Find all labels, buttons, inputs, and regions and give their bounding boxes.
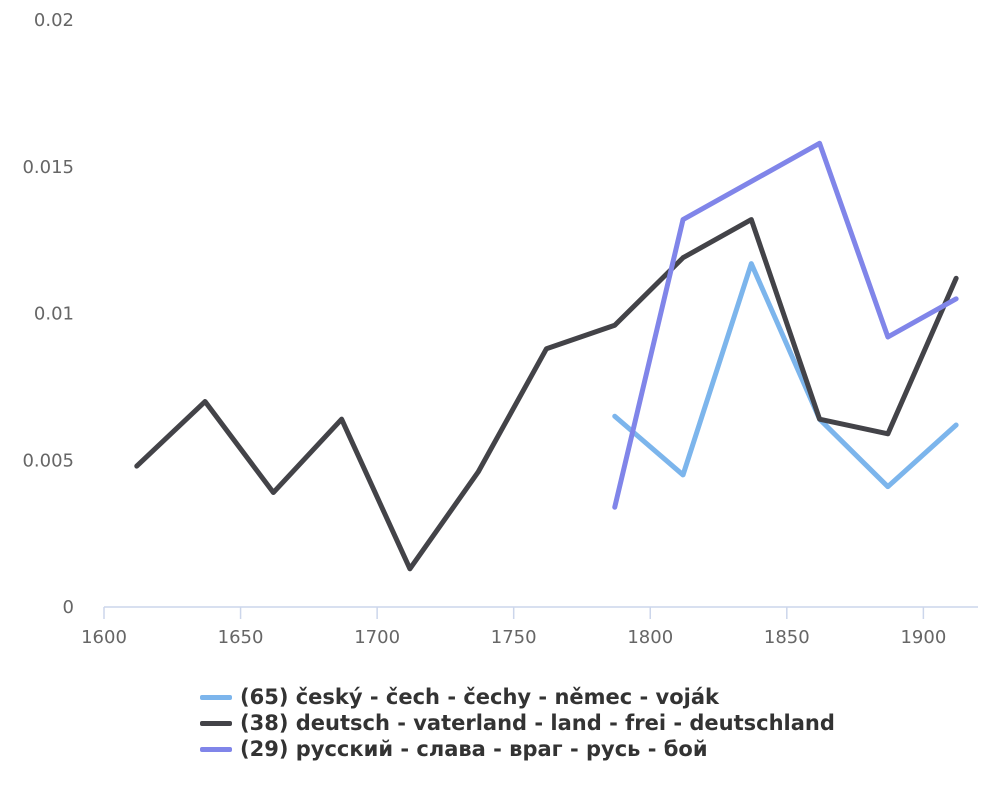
legend-item-russkiy[interactable]: (29) русский - слава - враг - русь - бой: [200, 736, 835, 762]
legend: (65) český - čech - čechy - němec - vojá…: [200, 684, 835, 762]
legend-swatch-cesky: [200, 694, 232, 700]
x-tick-label: 1700: [354, 627, 400, 648]
x-tick-label: 1800: [627, 627, 673, 648]
plot-area: [134, 140, 959, 572]
series-line-2[interactable]: [612, 140, 959, 510]
series-line-1[interactable]: [134, 217, 959, 572]
legend-swatch-russkiy: [200, 746, 232, 752]
legend-label-russkiy: (29) русский - слава - враг - русь - бой: [240, 737, 708, 761]
x-axis: 1600 1650 1700 1750 1800 1850 1900: [81, 606, 978, 648]
y-tick-label: 0.02: [34, 10, 74, 31]
x-tick-label: 1750: [491, 627, 537, 648]
y-tick-label: 0.015: [22, 157, 74, 178]
x-tick-label: 1650: [218, 627, 264, 648]
legend-swatch-deutsch: [200, 720, 232, 726]
y-tick-label: 0.01: [34, 304, 74, 325]
x-tick-label: 1850: [764, 627, 810, 648]
y-axis: 0 0.005 0.01 0.015 0.02: [22, 10, 74, 618]
y-tick-label: 0.005: [22, 450, 74, 471]
line-chart: 0 0.005 0.01 0.015 0.02 1600 1650 1700 1750 1800…: [22, 10, 978, 648]
legend-item-cesky[interactable]: (65) český - čech - čechy - němec - vojá…: [200, 684, 835, 710]
legend-item-deutsch[interactable]: (38) deutsch - vaterland - land - frei -…: [200, 710, 835, 736]
x-tick-label: 1600: [81, 627, 127, 648]
x-tick-label: 1900: [900, 627, 946, 648]
legend-label-cesky: (65) český - čech - čechy - němec - vojá…: [240, 685, 720, 709]
y-tick-label: 0: [63, 597, 74, 618]
legend-label-deutsch: (38) deutsch - vaterland - land - frei -…: [240, 711, 835, 735]
series-line-0[interactable]: [612, 261, 959, 490]
